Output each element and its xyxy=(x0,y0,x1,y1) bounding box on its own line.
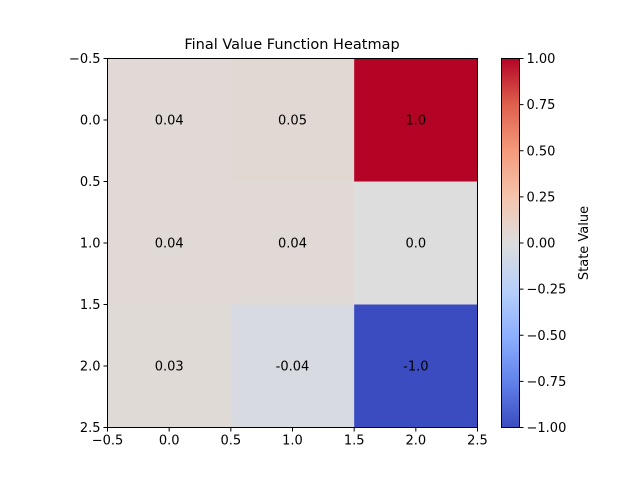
heatmap-cell xyxy=(230,304,355,428)
x-tick-label: 1.5 xyxy=(344,434,365,449)
x-axis: −0.5 0.0 0.5 1.0 1.5 2.0 2.5 xyxy=(92,427,488,449)
colorbar-label: State Value xyxy=(577,206,592,280)
y-tick-label: 2.0 xyxy=(80,360,101,375)
cell-value-label: 0.0 xyxy=(405,237,426,252)
x-tick-label: 0.0 xyxy=(159,434,180,449)
heatmap-cell-labels: 0.04 0.05 1.0 0.04 0.04 0.0 0.03 -0.04 -1.0 xyxy=(155,114,429,375)
colorbar-ticks: −1.00 −0.75 −0.50 −0.25 0.00 0.25 0.50 0.75 1.00 xyxy=(519,52,567,436)
heatmap-cell xyxy=(107,181,232,305)
cell-value-label: 0.04 xyxy=(278,237,307,252)
heatmap-cell xyxy=(354,304,478,428)
x-tick-label: 1.0 xyxy=(282,434,303,449)
y-tick-label: 2.5 xyxy=(80,421,101,436)
cell-value-label: 0.03 xyxy=(155,360,184,375)
cell-value-label: 1.0 xyxy=(405,114,426,129)
colorbar-tick-label: −0.50 xyxy=(527,329,567,344)
y-tick-label: 0.5 xyxy=(80,175,101,190)
y-tick-label: 1.0 xyxy=(80,237,101,252)
cell-value-label: 0.04 xyxy=(155,114,184,129)
heatmap-cell xyxy=(107,304,232,428)
y-axis: −0.5 0.0 0.5 1.0 1.5 2.0 2.5 xyxy=(69,52,108,436)
colorbar-tick-label: 0.50 xyxy=(527,144,556,159)
y-tick-label: −0.5 xyxy=(69,52,101,67)
colorbar-tick-label: 1.00 xyxy=(527,52,556,67)
cell-value-label: -0.04 xyxy=(276,360,310,375)
cell-value-label: 0.04 xyxy=(155,237,184,252)
heatmap-cell xyxy=(107,58,232,182)
x-tick-label: 2.0 xyxy=(405,434,426,449)
cell-value-label: 0.05 xyxy=(278,114,307,129)
heatmap-cell xyxy=(230,181,355,305)
heatmap-cell xyxy=(230,58,355,182)
colorbar-tick-label: 0.25 xyxy=(527,190,556,205)
colorbar-tick-label: −1.00 xyxy=(527,421,567,436)
heatmap-cell xyxy=(354,58,478,182)
heatmap-cell xyxy=(354,181,478,305)
colorbar-tick-label: −0.75 xyxy=(527,375,567,390)
colorbar-tick-label: 0.00 xyxy=(527,237,556,252)
colorbar: −1.00 −0.75 −0.50 −0.25 0.00 0.25 0.50 0.75 1.00… xyxy=(501,52,592,436)
colorbar-gradient xyxy=(501,58,520,428)
cell-value-label: -1.0 xyxy=(403,360,428,375)
y-tick-label: 1.5 xyxy=(80,298,101,313)
heatmap-cells xyxy=(107,58,478,428)
x-tick-label: 0.5 xyxy=(220,434,241,449)
x-tick-label: −0.5 xyxy=(92,434,124,449)
y-tick-label: 0.0 xyxy=(80,114,101,129)
colorbar-tick-label: 0.75 xyxy=(527,98,556,113)
chart-title: Final Value Function Heatmap xyxy=(184,37,399,53)
colorbar-tick-label: −0.25 xyxy=(527,283,567,298)
x-tick-label: 2.5 xyxy=(467,434,488,449)
